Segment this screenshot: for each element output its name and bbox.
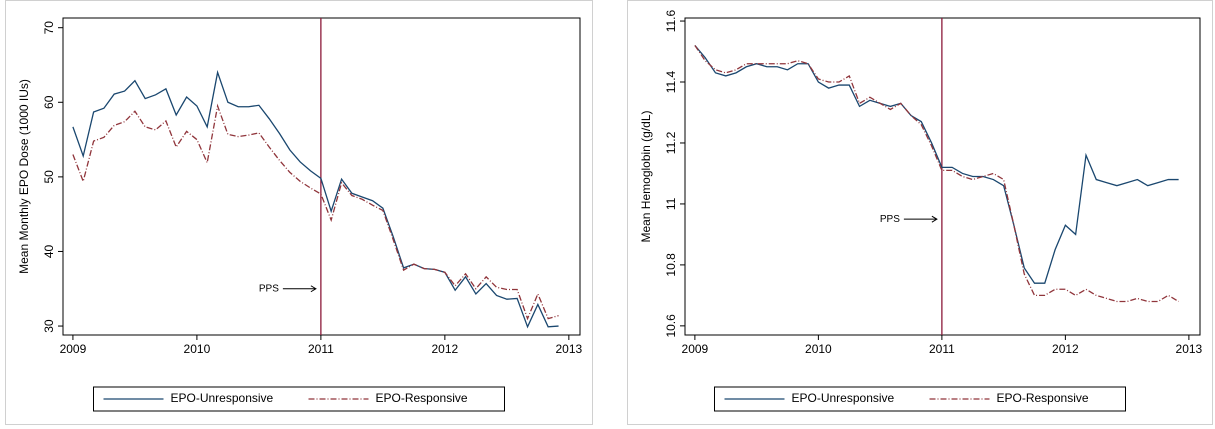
y-tick-label: 30 [42, 319, 56, 333]
x-tick-label: 2012 [1052, 342, 1079, 356]
y-axis-title: Mean Hemoglobin (g/dL) [639, 110, 653, 242]
x-tick-label: 2009 [682, 342, 709, 356]
annotation: PPS [259, 283, 279, 294]
y-tick-label: 11.2 [664, 131, 678, 154]
x-tick-label: 2009 [60, 342, 87, 356]
y-tick-label: 11 [664, 197, 678, 210]
y-tick-label: 50 [42, 170, 56, 184]
x-tick-label: 2013 [1176, 342, 1203, 356]
x-tick-label: 2012 [432, 342, 459, 356]
legend-label: EPO-Unresponsive [171, 391, 274, 405]
x-tick-label: 2013 [555, 342, 582, 356]
annotation-arrow [903, 215, 938, 223]
series-line [72, 69, 559, 329]
x-tick-label: 2010 [805, 342, 832, 356]
annotation: PPS [880, 214, 900, 225]
panel [627, 0, 1213, 425]
legend-label: EPO-Unresponsive [792, 391, 895, 405]
x-tick-label: 2010 [184, 342, 211, 356]
y-tick-label: 40 [42, 244, 56, 258]
series-line [694, 45, 1179, 303]
legend-label: EPO-Responsive [376, 391, 468, 405]
legend-label: EPO-Responsive [997, 391, 1089, 405]
panel [5, 0, 593, 425]
annotation-arrow [282, 285, 317, 293]
y-tick-label: 70 [42, 21, 56, 35]
y-tick-label: 10.8 [664, 253, 678, 277]
x-tick-label: 2011 [929, 342, 955, 356]
y-axis-title: Mean Monthly EPO Dose (1000 IUs) [17, 79, 31, 274]
y-tick-label: 10.6 [664, 314, 678, 338]
y-tick-label: 60 [42, 95, 56, 109]
y-tick-label: 11.4 [664, 70, 678, 93]
y-tick-label: 11.6 [664, 9, 678, 32]
series-line [72, 103, 559, 321]
series-line [694, 45, 1179, 284]
x-tick-label: 2011 [308, 342, 334, 356]
